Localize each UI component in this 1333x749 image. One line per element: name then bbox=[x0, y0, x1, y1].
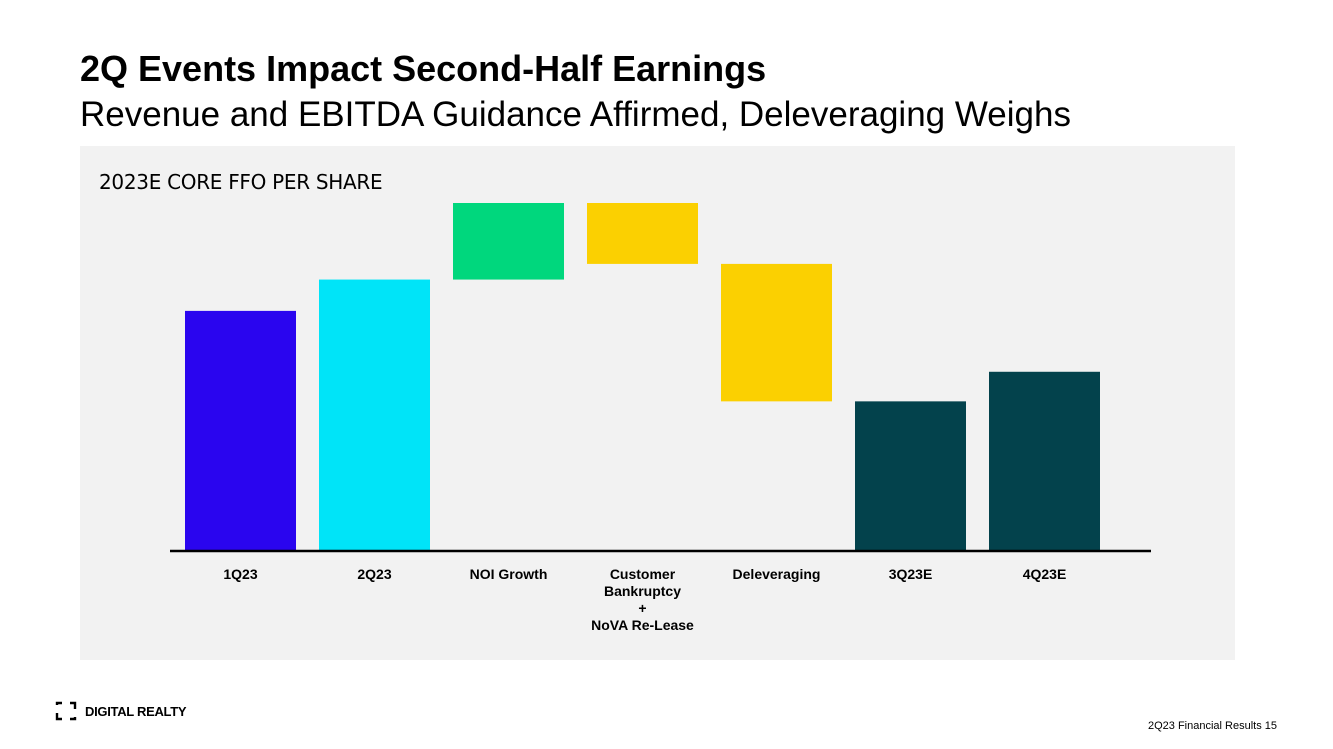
tick-label-4: Customer Bankruptcy + NoVA Re-Lease bbox=[591, 566, 694, 633]
logo-text: DIGITAL REALTY bbox=[85, 703, 187, 719]
chart-title: 2023E CORE FFO PER SHARE bbox=[99, 170, 383, 194]
bar-noi-growth bbox=[453, 203, 564, 280]
category-labels-layer: 1Q23 2Q23 NOI Growth Customer Bankruptcy + NoV… bbox=[223, 566, 1066, 633]
tick-label-2: 2Q23 bbox=[357, 566, 391, 582]
bar-2q23 bbox=[319, 279, 430, 551]
brackets-logo-icon bbox=[55, 701, 77, 721]
slide-title: 2Q Events Impact Second-Half Earnings bbox=[80, 48, 767, 89]
bar-4q23e bbox=[989, 371, 1100, 551]
company-logo: DIGITAL REALTY bbox=[55, 700, 187, 722]
slide-subtitle: Revenue and EBITDA Guidance Affirmed, De… bbox=[80, 95, 1071, 134]
bars-layer bbox=[185, 203, 1100, 551]
tick-label-1: 1Q23 bbox=[223, 566, 257, 582]
bar-3q23e bbox=[855, 401, 966, 551]
footer-page-info: 2Q23 Financial Results 15 bbox=[1147, 720, 1277, 732]
bar-1q23 bbox=[185, 310, 296, 551]
bar-customer-bankruptcy-nova-re-lease bbox=[587, 203, 698, 264]
tick-label-7: 4Q23E bbox=[1023, 566, 1067, 582]
tick-label-5: Deleveraging bbox=[733, 566, 821, 582]
tick-label-6: 3Q23E bbox=[889, 566, 933, 582]
tick-label-3: NOI Growth bbox=[470, 566, 548, 582]
bar-deleveraging bbox=[721, 263, 832, 402]
